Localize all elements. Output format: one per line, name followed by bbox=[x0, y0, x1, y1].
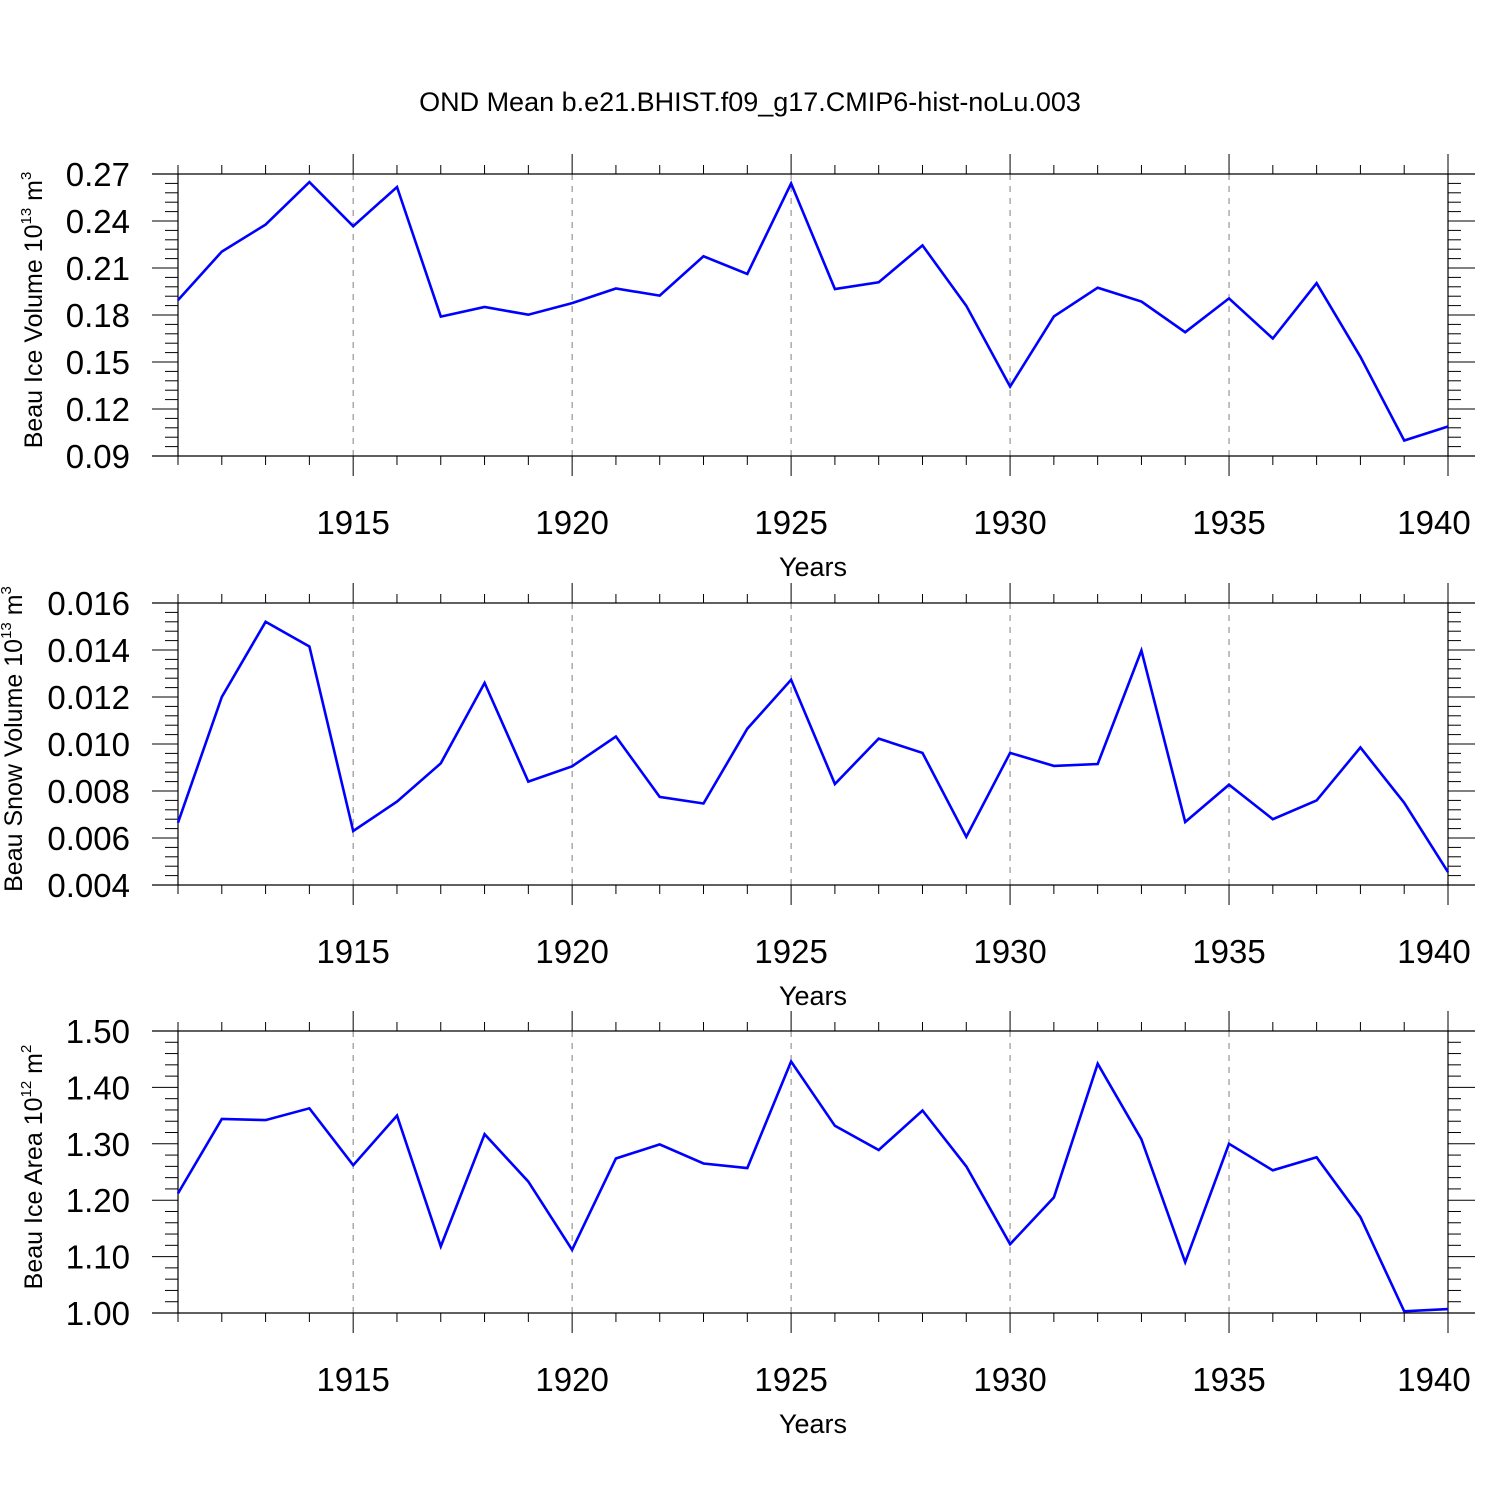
y-tick-label: 1.10 bbox=[66, 1239, 130, 1276]
x-axis-label: Years bbox=[779, 552, 847, 582]
y-tick-label: 1.50 bbox=[66, 1013, 130, 1050]
y-tick-label: 0.004 bbox=[47, 867, 130, 904]
y-tick-label: 1.00 bbox=[66, 1295, 130, 1332]
series-line bbox=[176, 1058, 1449, 1313]
x-tick-label: 1935 bbox=[1192, 933, 1265, 970]
x-tick-label: 1915 bbox=[316, 504, 389, 541]
y-tick-label: 0.24 bbox=[66, 203, 130, 240]
y-tick-label: 0.010 bbox=[47, 726, 130, 763]
x-tick-label: 1925 bbox=[754, 504, 827, 541]
x-tick-label: 1925 bbox=[754, 1361, 827, 1398]
x-tick-label: 1915 bbox=[316, 933, 389, 970]
chart-panel-3: 1.00 1.10 1.20 1.30 1.40 1.50 1915 1920 1925 1930… bbox=[18, 1011, 1475, 1439]
y-tick-label: 0.21 bbox=[66, 250, 130, 287]
series-line bbox=[176, 620, 1450, 873]
chart-panel-2: 0.004 0.006 0.008 0.010 0.012 0.014 0.016 1915 1… bbox=[0, 583, 1475, 1011]
x-tick-label: 1920 bbox=[535, 933, 608, 970]
y-tick-label: 0.15 bbox=[66, 344, 130, 381]
figure-title: OND Mean b.e21.BHIST.f09_g17.CMIP6-hist-… bbox=[419, 87, 1081, 117]
y-tick-label: 0.12 bbox=[66, 391, 130, 428]
x-tick-label: 1935 bbox=[1192, 1361, 1265, 1398]
x-tick-label: 1940 bbox=[1397, 504, 1470, 541]
chart-panel-1: 0.09 0.12 0.15 0.18 0.21 0.24 0.27 1915 1920 1925… bbox=[18, 154, 1475, 582]
x-tick-label: 1925 bbox=[754, 933, 827, 970]
y-tick-label: 1.20 bbox=[66, 1182, 130, 1219]
y-tick-label: 1.40 bbox=[66, 1069, 130, 1106]
x-axis-label: Years bbox=[779, 1409, 847, 1439]
x-tick-label: 1915 bbox=[316, 1361, 389, 1398]
y-tick-label: 0.18 bbox=[66, 297, 130, 334]
y-tick-label: 1.30 bbox=[66, 1126, 130, 1163]
y-tick-label: 0.016 bbox=[47, 585, 130, 622]
y-tick-label: 0.014 bbox=[47, 632, 130, 669]
x-tick-label: 1930 bbox=[973, 504, 1046, 541]
x-tick-label: 1935 bbox=[1192, 504, 1265, 541]
x-tick-label: 1920 bbox=[535, 504, 608, 541]
chart-panels: 0.09 0.12 0.15 0.18 0.21 0.24 0.27 1915 1920 1925… bbox=[0, 154, 1475, 1439]
y-axis-label: Beau Ice Volume 1013 m3 bbox=[18, 172, 48, 449]
x-tick-label: 1920 bbox=[535, 1361, 608, 1398]
y-axis-label: Beau Snow Volume 1013 m3 bbox=[0, 586, 28, 892]
x-tick-label: 1940 bbox=[1397, 933, 1470, 970]
y-axis-label: Beau Ice Area 1012 m2 bbox=[18, 1045, 48, 1290]
y-tick-label: 0.09 bbox=[66, 438, 130, 475]
x-tick-label: 1940 bbox=[1397, 1361, 1470, 1398]
x-axis-label: Years bbox=[779, 981, 847, 1011]
x-tick-label: 1930 bbox=[973, 933, 1046, 970]
y-tick-label: 0.008 bbox=[47, 773, 130, 810]
series-line bbox=[177, 180, 1449, 443]
y-tick-label: 0.27 bbox=[66, 156, 130, 193]
y-tick-label: 0.006 bbox=[47, 820, 130, 857]
x-tick-label: 1930 bbox=[973, 1361, 1046, 1398]
y-tick-label: 0.012 bbox=[47, 679, 130, 716]
